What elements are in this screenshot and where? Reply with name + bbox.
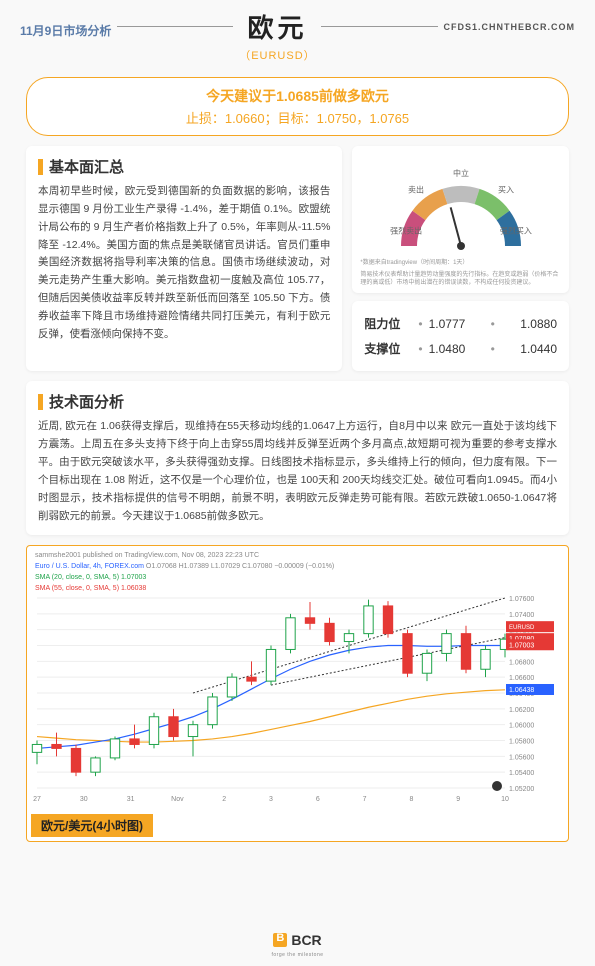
- resistance-2: 1.0880: [501, 317, 557, 331]
- svg-text:1.06438: 1.06438: [509, 687, 534, 694]
- svg-text:31: 31: [127, 796, 135, 803]
- candlestick-chart: 1.076001.074001.072001.070001.068001.066…: [31, 594, 559, 804]
- svg-text:1.06000: 1.06000: [509, 723, 534, 730]
- page-title: 欧元: [247, 8, 307, 45]
- svg-text:7: 7: [363, 796, 367, 803]
- recommendation-box: 今天建议于1.0685前做多欧元 止损：1.0660；目标：1.0750，1.0…: [26, 77, 569, 136]
- fundamental-title: 基本面汇总: [38, 156, 330, 177]
- chart-sma20-label: SMA (20, close, 0, SMA, 5) 1.07003: [31, 572, 564, 583]
- svg-text:30: 30: [80, 796, 88, 803]
- svg-text:10: 10: [501, 796, 509, 803]
- chart-ohlc: O1.07068 H1.07389 L1.07029 C1.07080 −0.0…: [146, 563, 334, 570]
- sma55-text: SMA (55, close, 0, SMA, 5) 1.06038: [35, 585, 146, 592]
- dot: •: [418, 342, 422, 356]
- svg-text:强烈卖出: 强烈卖出: [390, 225, 422, 235]
- svg-text:1.05200: 1.05200: [509, 786, 534, 793]
- svg-text:1.05800: 1.05800: [509, 739, 534, 746]
- gauge-card: 强烈卖出 卖出 中立买入强烈买入 *数据来自tradingview（时间周期：1天）…: [352, 146, 569, 293]
- svg-text:1.07600: 1.07600: [509, 596, 534, 603]
- logo-icon: [273, 933, 287, 947]
- dot: •: [491, 342, 495, 356]
- svg-text:1.06600: 1.06600: [509, 676, 534, 683]
- svg-text:8: 8: [409, 796, 413, 803]
- support-label: 支撑位: [364, 340, 412, 357]
- fundamental-text: 本周初早些时候，欧元受到德国新的负面数据的影响，该报告显示德国 9 月份工业生产…: [38, 183, 330, 344]
- svg-text:EURUSD: EURUSD: [509, 626, 535, 632]
- svg-text:27: 27: [33, 796, 41, 803]
- gauge-source: *数据来自tradingview（时间周期：1天）: [360, 260, 561, 268]
- support-2: 1.0440: [501, 342, 557, 356]
- chart-meta-2: Euro / U.S. Dollar, 4h, FOREX.com O1.070…: [31, 561, 564, 572]
- chart-container: sammshe2001 published on TradingView.com…: [26, 545, 569, 842]
- page-subtitle: （EURUSD）: [111, 47, 443, 63]
- source-url: CFDS1.CHNTHEBCR.COM: [444, 22, 576, 32]
- fundamental-card: 基本面汇总 本周初早些时候，欧元受到德国新的负面数据的影响，该报告显示德国 9 …: [26, 146, 342, 371]
- chart-sma55-label: SMA (55, close, 0, SMA, 5) 1.06038: [31, 583, 564, 594]
- technical-text: 近周, 欧元在 1.06获得支撑后，现维持在55天移动均线的1.0647上方运行…: [38, 418, 557, 525]
- svg-text:买入: 买入: [498, 185, 514, 194]
- upper-row: 基本面汇总 本周初早些时候，欧元受到德国新的负面数据的影响，该报告显示德国 9 …: [0, 146, 595, 371]
- resistance-row: 阻力位 • 1.0777 • 1.0880: [364, 311, 557, 336]
- svg-text:1.05600: 1.05600: [509, 755, 534, 762]
- chart-inner: sammshe2001 published on TradingView.com…: [31, 550, 564, 810]
- support-row: 支撑位 • 1.0480 • 1.0440: [364, 336, 557, 361]
- svg-text:1.07400: 1.07400: [509, 612, 534, 619]
- svg-text:3: 3: [269, 796, 273, 803]
- recommendation-headline: 今天建议于1.0685前做多欧元: [39, 86, 556, 106]
- svg-text:6: 6: [316, 796, 320, 803]
- svg-text:卖出: 卖出: [408, 184, 424, 194]
- footer-logo: BCR: [273, 932, 321, 948]
- resistance-1: 1.0777: [429, 317, 485, 331]
- footer: BCR forge the milestone: [0, 932, 595, 958]
- rule-left: [117, 26, 233, 27]
- svg-text:1.06800: 1.06800: [509, 660, 534, 667]
- right-column: 强烈卖出 卖出 中立买入强烈买入 *数据来自tradingview（时间周期：1天）…: [352, 146, 569, 371]
- svg-text:强烈买入: 强烈买入: [500, 226, 532, 235]
- sma20-text: SMA (20, close, 0, SMA, 5) 1.07003: [35, 574, 146, 581]
- svg-text:1.07003: 1.07003: [509, 643, 534, 650]
- footer-tagline: forge the milestone: [0, 952, 595, 958]
- svg-text:1.05400: 1.05400: [509, 771, 534, 778]
- technical-card: 技术面分析 近周, 欧元在 1.06获得支撑后，现维持在55天移动均线的1.06…: [26, 381, 569, 535]
- resistance-label: 阻力位: [364, 315, 412, 332]
- svg-text:中立: 中立: [453, 168, 469, 178]
- chart-meta-1: sammshe2001 published on TradingView.com…: [31, 550, 564, 561]
- title-block: 欧元 （EURUSD）: [111, 8, 443, 63]
- recommendation-detail: 止损：1.0660；目标：1.0750，1.0765: [39, 108, 556, 127]
- rule-right: [321, 26, 437, 27]
- date-label: 11月9日市场分析: [20, 22, 111, 39]
- svg-text:9: 9: [456, 796, 460, 803]
- dot: •: [418, 317, 422, 331]
- technical-title: 技术面分析: [38, 391, 557, 412]
- dot: •: [491, 317, 495, 331]
- chart-caption: 欧元/美元(4小时图): [31, 814, 153, 837]
- footer-brand: BCR: [291, 932, 321, 948]
- svg-text:Nov: Nov: [171, 796, 184, 803]
- header: 11月9日市场分析 欧元 （EURUSD） CFDS1.CHNTHEBCR.CO…: [0, 0, 595, 63]
- svg-text:1.06200: 1.06200: [509, 707, 534, 714]
- support-1: 1.0480: [429, 342, 485, 356]
- sentiment-gauge: 强烈卖出 卖出 中立买入强烈买入: [371, 156, 551, 256]
- levels-card: 阻力位 • 1.0777 • 1.0880 支撑位 • 1.0480 • 1.0…: [352, 301, 569, 371]
- gauge-disclaimer: 简易技术仪表帮助计量趋势动量强度的先行指标。在趋变或趋弱（价格不合理的高或低）市…: [360, 272, 561, 288]
- svg-text:2: 2: [222, 796, 226, 803]
- chart-pair: Euro / U.S. Dollar, 4h, FOREX.com: [35, 563, 144, 570]
